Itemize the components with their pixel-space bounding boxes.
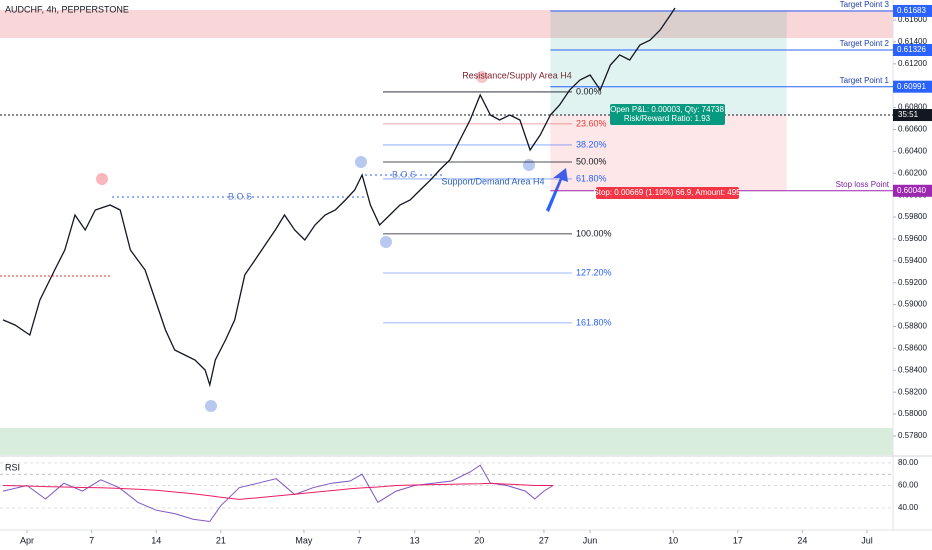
- chart-title: AUDCHF, 4h, PEPPERSTONE: [5, 4, 129, 14]
- y-tick-label: 0.59600: [898, 234, 927, 243]
- pnl-box: [610, 104, 725, 125]
- stop-price: 0.60040: [897, 186, 926, 195]
- x-tick-label: 7: [89, 535, 94, 545]
- y-tick-label: 0.61600: [898, 15, 927, 24]
- y-tick-label: 0.58800: [898, 322, 927, 331]
- stop-label: Stop loss Point: [836, 180, 890, 189]
- marker: [355, 156, 367, 168]
- target-price-box: [893, 80, 932, 93]
- stop-price-box: [893, 184, 932, 197]
- fib-label: 161.80%: [576, 317, 612, 327]
- target-label: Target Point 1: [840, 76, 890, 85]
- stop-text: Stop: 0.00669 (1.10%) 66.9, Amount: 495: [593, 188, 741, 197]
- target-price-box: [893, 4, 932, 17]
- y-tick-label: 60.00: [898, 481, 919, 490]
- x-tick-label: Jun: [583, 535, 598, 545]
- y-tick-label: 0.60600: [898, 125, 927, 134]
- x-tick-label: 13: [410, 535, 420, 545]
- y-tick-label: 0.59800: [898, 212, 927, 221]
- x-tick-label: Jul: [861, 535, 873, 545]
- fib-label: 0.00%: [576, 86, 602, 96]
- fib-label: 127.20%: [576, 267, 612, 277]
- y-tick-label: 0.57800: [898, 431, 927, 440]
- y-tick-label: 40.00: [898, 503, 919, 512]
- target-price: 0.60991: [897, 82, 926, 91]
- y-tick-label: 0.59400: [898, 256, 927, 265]
- y-tick-label: 0.58000: [898, 409, 927, 418]
- bos-label: B.O.S: [228, 191, 252, 201]
- demand-zone: [0, 428, 893, 455]
- target-label: Target Point 3: [840, 0, 890, 9]
- rsi-title: RSI: [5, 462, 20, 472]
- x-tick-label: 7: [357, 535, 362, 545]
- x-tick-label: 10: [668, 535, 678, 545]
- fib-label: 50.00%: [576, 156, 607, 166]
- bos-label: B.O.S: [392, 169, 416, 179]
- marker: [96, 173, 108, 185]
- countdown: 35:51: [898, 110, 919, 119]
- x-tick-label: Apr: [20, 535, 34, 545]
- profit-zone: [550, 10, 787, 116]
- target-price: 0.61326: [897, 45, 926, 54]
- y-tick-label: 80.00: [898, 458, 919, 467]
- ratio-text: Risk/Reward Ratio: 1.93: [624, 114, 711, 123]
- x-tick-label: 17: [733, 535, 743, 545]
- y-tick-label: 0.59000: [898, 300, 927, 309]
- fib-label: 38.20%: [576, 139, 607, 149]
- x-tick-label: 20: [474, 535, 484, 545]
- y-tick-label: 0.61200: [898, 59, 927, 68]
- support-label: Support/Demand Area H4: [441, 176, 544, 186]
- fib-label: 23.60%: [576, 118, 607, 128]
- marker: [205, 400, 217, 412]
- x-tick-label: 14: [151, 535, 161, 545]
- y-tick-label: 0.58200: [898, 387, 927, 396]
- y-tick-label: 0.58400: [898, 365, 927, 374]
- marker: [523, 159, 535, 171]
- countdown-box: [893, 109, 932, 122]
- x-tick-label: 21: [216, 535, 226, 545]
- price-line: [2, 7, 676, 388]
- y-tick-label: 0.60200: [898, 168, 927, 177]
- y-tick-label: 0.61400: [898, 37, 927, 46]
- y-tick-label: 0.60800: [898, 103, 927, 112]
- marker: [380, 236, 392, 248]
- target-price-box: [893, 44, 932, 57]
- rsi-line: [2, 464, 554, 523]
- y-tick-label: 0.60400: [898, 146, 927, 155]
- rsi-line: [2, 482, 554, 500]
- y-tick-label: 0.59200: [898, 278, 927, 287]
- fib-label: 100.00%: [576, 228, 612, 238]
- x-tick-label: 27: [539, 535, 549, 545]
- target-price: 0.61683: [897, 6, 926, 15]
- supply-zone: [0, 10, 893, 38]
- pnl-text: Open P&L: 0.00003, Qty: 74738: [610, 105, 724, 114]
- zones: [0, 10, 893, 455]
- resistance-label: Resistance/Supply Area H4: [462, 70, 572, 80]
- loss-zone: [550, 115, 787, 191]
- target-label: Target Point 2: [840, 39, 890, 48]
- x-tick-label: 24: [797, 535, 807, 545]
- marker: [476, 71, 488, 83]
- y-tick-label: 0.58600: [898, 344, 927, 353]
- stop-box: [596, 187, 739, 199]
- fib-label: 61.80%: [576, 173, 607, 183]
- x-tick-label: May: [295, 535, 313, 545]
